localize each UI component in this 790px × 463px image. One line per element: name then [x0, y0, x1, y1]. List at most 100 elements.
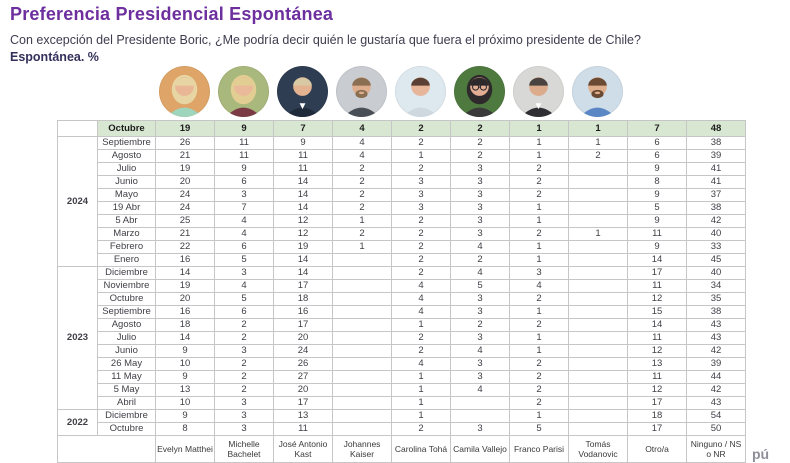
- data-cell: 3: [450, 201, 510, 215]
- data-cell: [332, 344, 392, 358]
- data-cell: 1: [391, 149, 451, 163]
- data-cell: 43: [686, 318, 746, 332]
- data-cell: 2: [450, 136, 510, 150]
- table-row: 11 May 9 2 27 1 3 2 11 44: [58, 370, 746, 384]
- data-cell: [568, 318, 628, 332]
- poll-table: Octubre 19 9 7 4 2 2 1 1 7 48 2024 Septiembre 26 11 9 4 2…: [57, 120, 746, 463]
- data-cell: 42: [686, 214, 746, 228]
- data-cell: [568, 266, 628, 280]
- data-cell: 1: [509, 149, 569, 163]
- data-cell: 24: [273, 344, 333, 358]
- data-cell: 3: [450, 422, 510, 436]
- data-cell: 18: [155, 318, 215, 332]
- candidate-name: Carolina Tohá: [391, 434, 451, 463]
- data-cell: 11: [214, 149, 274, 163]
- table-row: Agosto 21 11 11 4 1 2 1 2 6 39: [58, 149, 746, 163]
- data-cell: 2: [391, 253, 451, 267]
- data-cell: 2: [391, 344, 451, 358]
- data-cell: 42: [686, 344, 746, 358]
- data-cell: [332, 422, 392, 436]
- header-value-cell: 2: [391, 120, 451, 137]
- data-cell: 3: [214, 188, 274, 202]
- data-cell: 2: [332, 227, 392, 241]
- data-cell: 11: [627, 331, 687, 345]
- data-cell: 10: [155, 396, 215, 410]
- table-row: Abril 10 3 17 1 2 17 43: [58, 396, 746, 410]
- data-cell: 12: [627, 292, 687, 306]
- data-cell: 2: [450, 149, 510, 163]
- data-cell: 26: [155, 136, 215, 150]
- data-cell: [450, 396, 510, 410]
- data-cell: 1: [509, 253, 569, 267]
- header-month-label: Octubre: [97, 120, 156, 137]
- candidate-photo-icon: [572, 65, 623, 117]
- data-cell: [568, 331, 628, 345]
- data-cell: 10: [155, 357, 215, 371]
- candidate-name: Tomás Vodanovic: [568, 434, 628, 463]
- data-cell: 1: [391, 396, 451, 410]
- data-cell: 4: [391, 357, 451, 371]
- data-cell: [568, 370, 628, 384]
- month-label: Abril: [97, 396, 156, 410]
- data-cell: [332, 383, 392, 397]
- data-cell: 3: [509, 266, 569, 280]
- candidate-avatars-row: [155, 64, 745, 118]
- data-cell: [332, 331, 392, 345]
- data-cell: 4: [391, 305, 451, 319]
- month-label: Mayo: [97, 188, 156, 202]
- data-cell: 14: [273, 253, 333, 267]
- data-cell: [568, 214, 628, 228]
- data-cell: 41: [686, 175, 746, 189]
- header-value-cell: 48: [686, 120, 746, 137]
- table-row: Octubre 20 5 18 4 3 2 12 35: [58, 292, 746, 306]
- data-cell: 4: [214, 214, 274, 228]
- candidate-photo-icon: [454, 65, 505, 117]
- data-cell: 14: [627, 318, 687, 332]
- data-cell: 3: [450, 227, 510, 241]
- data-cell: 54: [686, 409, 746, 423]
- table-row: Agosto 18 2 17 1 2 2 14 43: [58, 318, 746, 332]
- data-cell: 22: [155, 240, 215, 254]
- data-cell: 4: [450, 344, 510, 358]
- data-cell: 15: [627, 305, 687, 319]
- data-cell: 4: [450, 240, 510, 254]
- data-cell: [568, 253, 628, 267]
- header-year-cell-empty: [57, 120, 98, 137]
- data-cell: 1: [391, 383, 451, 397]
- candidate-photo-icon: [218, 65, 269, 117]
- year-label: 2022: [57, 409, 98, 436]
- month-label: Octubre: [97, 422, 156, 436]
- data-cell: 26: [273, 357, 333, 371]
- data-cell: 2: [509, 188, 569, 202]
- table-row: 2024 Septiembre 26 11 9 4 2 2 1 1 6 38: [57, 136, 746, 267]
- data-cell: 3: [450, 357, 510, 371]
- month-label: 19 Abr: [97, 201, 156, 215]
- data-cell: [568, 175, 628, 189]
- month-label: Enero: [97, 253, 156, 267]
- data-cell: 11: [273, 162, 333, 176]
- header-value-cell: 2: [450, 120, 510, 137]
- table-row: Mayo 24 3 14 2 3 3 2 9 37: [58, 188, 746, 202]
- data-cell: 9: [273, 136, 333, 150]
- data-cell: 4: [391, 279, 451, 293]
- data-cell: 3: [450, 370, 510, 384]
- data-cell: 4: [214, 279, 274, 293]
- header-value-cell: 1: [509, 120, 569, 137]
- watermark-fragment: pú: [752, 446, 770, 462]
- data-cell: 17: [273, 318, 333, 332]
- data-cell: 2: [332, 175, 392, 189]
- table-row: 2022 Diciembre 9 3 13 1 1 18 54: [57, 409, 746, 436]
- data-cell: 5: [627, 201, 687, 215]
- data-cell: 2: [450, 253, 510, 267]
- data-cell: 39: [686, 149, 746, 163]
- data-cell: 3: [214, 266, 274, 280]
- data-cell: 2: [509, 383, 569, 397]
- data-cell: 24: [155, 188, 215, 202]
- data-cell: 2: [391, 136, 451, 150]
- data-cell: 37: [686, 188, 746, 202]
- data-cell: 17: [627, 266, 687, 280]
- data-cell: 4: [391, 292, 451, 306]
- table-row: Julio 19 9 11 2 2 3 2 9 41: [58, 162, 746, 176]
- data-cell: 2: [214, 318, 274, 332]
- data-cell: 7: [214, 201, 274, 215]
